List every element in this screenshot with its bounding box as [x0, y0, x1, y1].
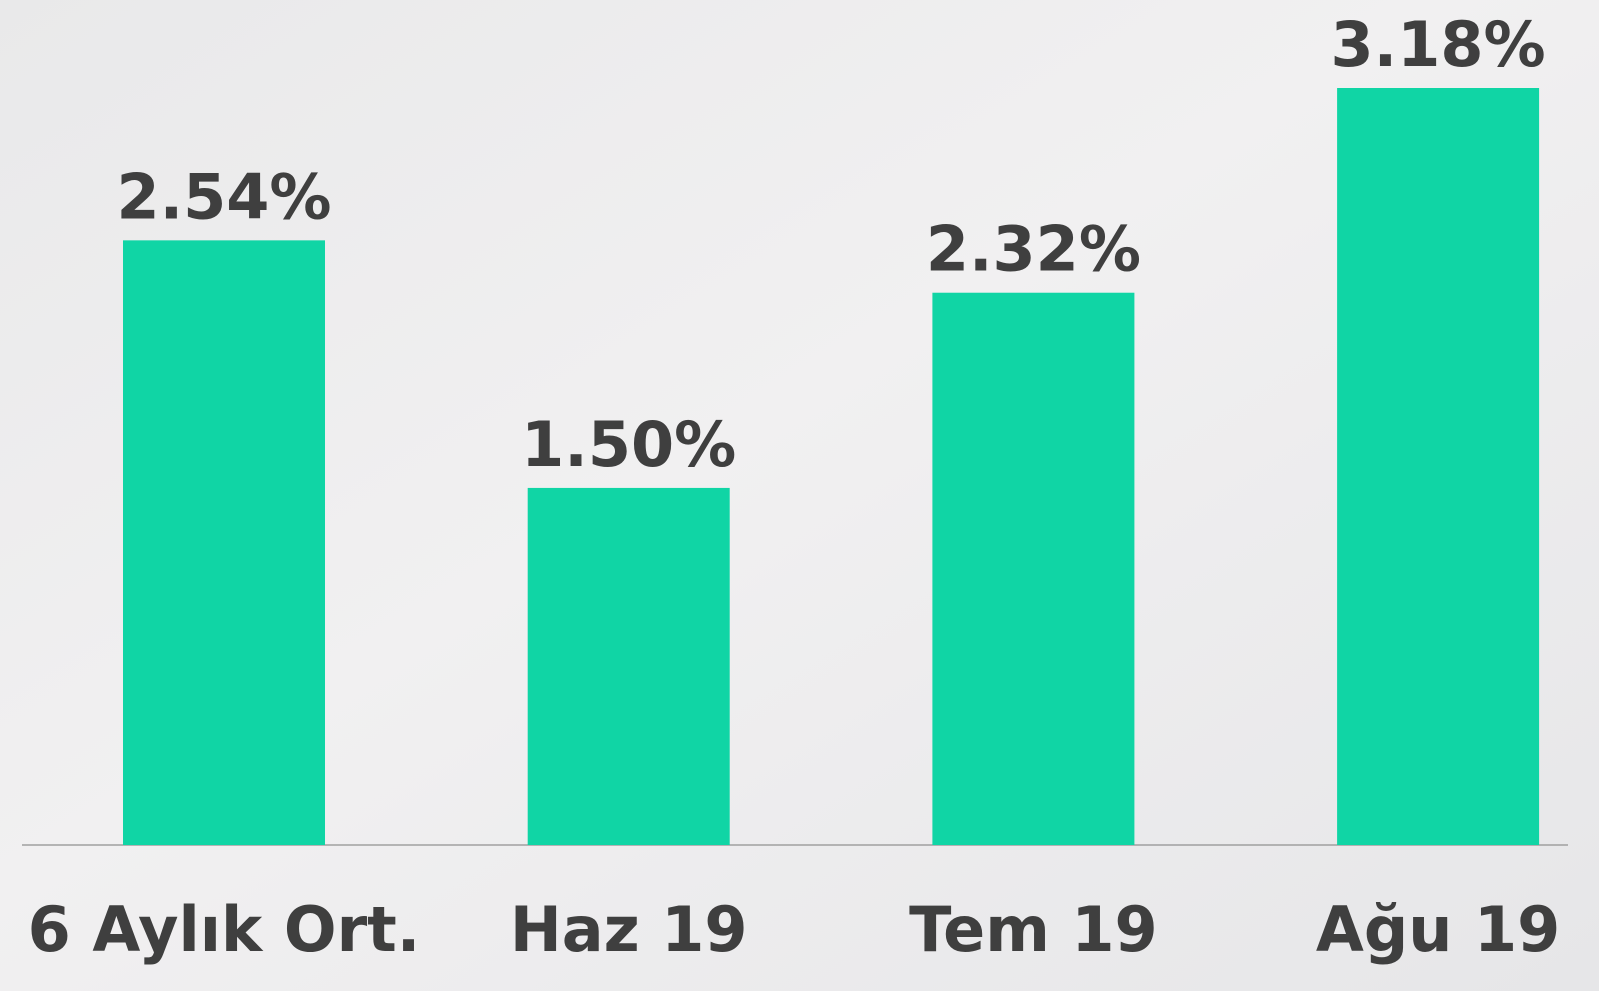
value-label: 2.54% — [116, 160, 331, 233]
x-tick-label: 6 Aylık Ort. — [28, 893, 421, 966]
value-label: 3.18% — [1331, 8, 1546, 81]
bar — [123, 240, 325, 846]
bar — [1337, 88, 1540, 845]
value-label: 1.50% — [521, 408, 736, 481]
x-tick-label: Haz 19 — [510, 893, 748, 966]
bar — [527, 487, 730, 845]
x-tick-label: Tem 19 — [909, 893, 1158, 966]
x-tick-label: Ağu 19 — [1316, 893, 1560, 966]
bar — [932, 292, 1135, 845]
value-label: 2.32% — [926, 213, 1141, 286]
